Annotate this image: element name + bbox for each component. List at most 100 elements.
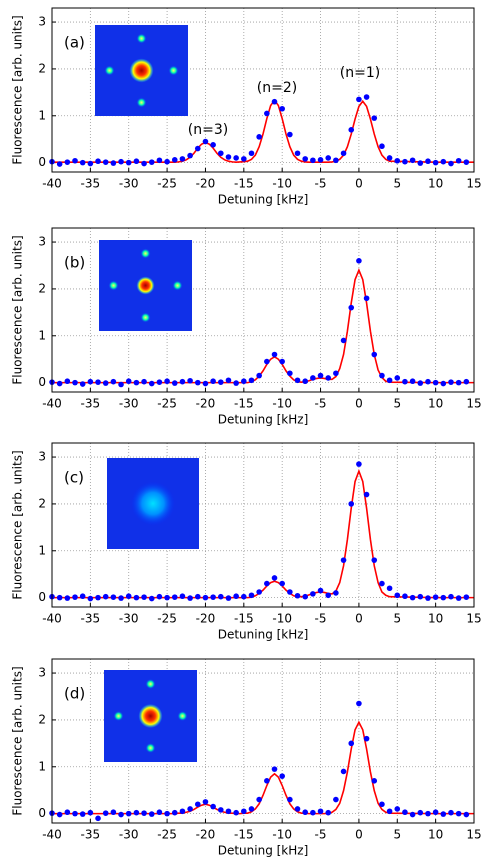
data-point bbox=[233, 155, 239, 161]
data-point bbox=[218, 807, 224, 813]
x-tick-label: 10 bbox=[428, 397, 443, 411]
x-tick-label: -10 bbox=[272, 612, 292, 626]
data-point bbox=[287, 796, 293, 803]
data-point bbox=[287, 589, 293, 595]
data-point bbox=[110, 809, 117, 816]
data-point bbox=[179, 378, 186, 385]
data-point bbox=[325, 375, 332, 381]
data-point bbox=[325, 155, 332, 161]
data-point bbox=[64, 378, 71, 385]
data-point bbox=[402, 809, 408, 816]
data-point bbox=[72, 379, 78, 386]
data-point bbox=[294, 592, 301, 599]
data-point bbox=[148, 380, 155, 387]
data-point bbox=[340, 768, 347, 775]
data-point bbox=[133, 158, 140, 165]
data-point bbox=[110, 378, 117, 385]
x-tick-label: -40 bbox=[42, 177, 62, 191]
data-point bbox=[409, 594, 416, 601]
x-tick-label: -15 bbox=[234, 177, 254, 191]
data-point bbox=[402, 378, 408, 385]
panel-label: (a) bbox=[64, 34, 85, 52]
inset-spot bbox=[131, 481, 175, 526]
data-point bbox=[87, 595, 94, 602]
y-tick-label: 1 bbox=[38, 759, 46, 773]
data-point bbox=[363, 491, 370, 498]
inset-spot bbox=[136, 97, 147, 108]
data-point bbox=[125, 159, 132, 166]
data-point bbox=[425, 378, 431, 385]
data-point bbox=[179, 593, 186, 600]
data-point bbox=[156, 157, 163, 164]
data-point bbox=[64, 809, 71, 816]
data-point bbox=[340, 150, 347, 157]
y-tick-label: 1 bbox=[38, 543, 46, 557]
data-point bbox=[455, 157, 462, 164]
data-point bbox=[317, 372, 324, 379]
inset-spot bbox=[145, 743, 156, 753]
data-point bbox=[425, 158, 431, 165]
inset-spot bbox=[145, 679, 156, 689]
data-point bbox=[156, 809, 163, 816]
data-point bbox=[187, 377, 193, 384]
data-point bbox=[164, 810, 170, 817]
data-point bbox=[294, 150, 301, 157]
data-point bbox=[302, 809, 309, 816]
x-tick-label: -30 bbox=[119, 828, 139, 842]
data-point bbox=[463, 594, 470, 600]
data-point bbox=[95, 379, 101, 385]
data-point bbox=[141, 810, 147, 816]
y-axis-label: Fluorescence [arb. units] bbox=[11, 235, 25, 384]
y-tick-label: 0 bbox=[38, 590, 46, 604]
panel: -40 -35 -30 -25 -20 -15 -10 -5 0 5 10 15 0 1 2 3 (d) Detu… bbox=[11, 658, 482, 858]
x-tick-label: 10 bbox=[428, 612, 443, 626]
data-point bbox=[402, 158, 408, 165]
data-point bbox=[164, 594, 170, 601]
data-point bbox=[317, 157, 324, 163]
panel-label: (b) bbox=[64, 254, 85, 272]
data-point bbox=[141, 378, 147, 385]
data-point bbox=[287, 370, 293, 377]
data-point bbox=[302, 378, 309, 385]
panel: -40 -35 -30 -25 -20 -15 -10 -5 0 5 10 15 0 1 2 3 (a) (n=3… bbox=[11, 7, 482, 207]
x-tick-label: -10 bbox=[272, 828, 292, 842]
data-point bbox=[287, 131, 293, 138]
data-point bbox=[363, 295, 370, 302]
data-point bbox=[210, 378, 216, 385]
data-point bbox=[448, 160, 454, 167]
data-point bbox=[241, 593, 247, 600]
x-tick-label: 5 bbox=[393, 612, 401, 626]
data-point bbox=[386, 585, 393, 592]
data-point bbox=[356, 258, 362, 264]
data-point bbox=[371, 351, 378, 358]
y-axis-label: Fluorescence [arb. units] bbox=[11, 15, 25, 164]
plot-frame bbox=[51, 442, 475, 608]
data-point bbox=[356, 700, 362, 707]
data-point bbox=[87, 160, 94, 167]
data-point bbox=[310, 809, 316, 816]
inset-spot bbox=[177, 711, 188, 721]
x-axis-label: Detuning [kHz] bbox=[218, 413, 309, 427]
data-point bbox=[64, 159, 71, 165]
data-point bbox=[202, 380, 209, 387]
data-point bbox=[225, 808, 232, 815]
x-tick-label: -30 bbox=[119, 397, 139, 411]
data-point bbox=[394, 806, 401, 812]
data-point bbox=[264, 358, 270, 365]
data-point bbox=[256, 796, 262, 803]
annotation: (n=2) bbox=[257, 80, 297, 96]
data-point bbox=[210, 803, 216, 810]
data-point bbox=[248, 592, 255, 599]
y-tick-label: 0 bbox=[38, 155, 46, 169]
data-point bbox=[455, 379, 462, 386]
inset-spot bbox=[168, 65, 179, 76]
data-point bbox=[156, 593, 163, 600]
x-tick-label: 0 bbox=[355, 397, 363, 411]
data-point bbox=[294, 806, 301, 812]
data-point bbox=[371, 115, 378, 121]
x-tick-label: -25 bbox=[157, 177, 177, 191]
inset-spot bbox=[104, 65, 115, 76]
data-point bbox=[95, 815, 101, 822]
x-tick-label: -5 bbox=[315, 612, 327, 626]
data-point bbox=[87, 378, 94, 385]
